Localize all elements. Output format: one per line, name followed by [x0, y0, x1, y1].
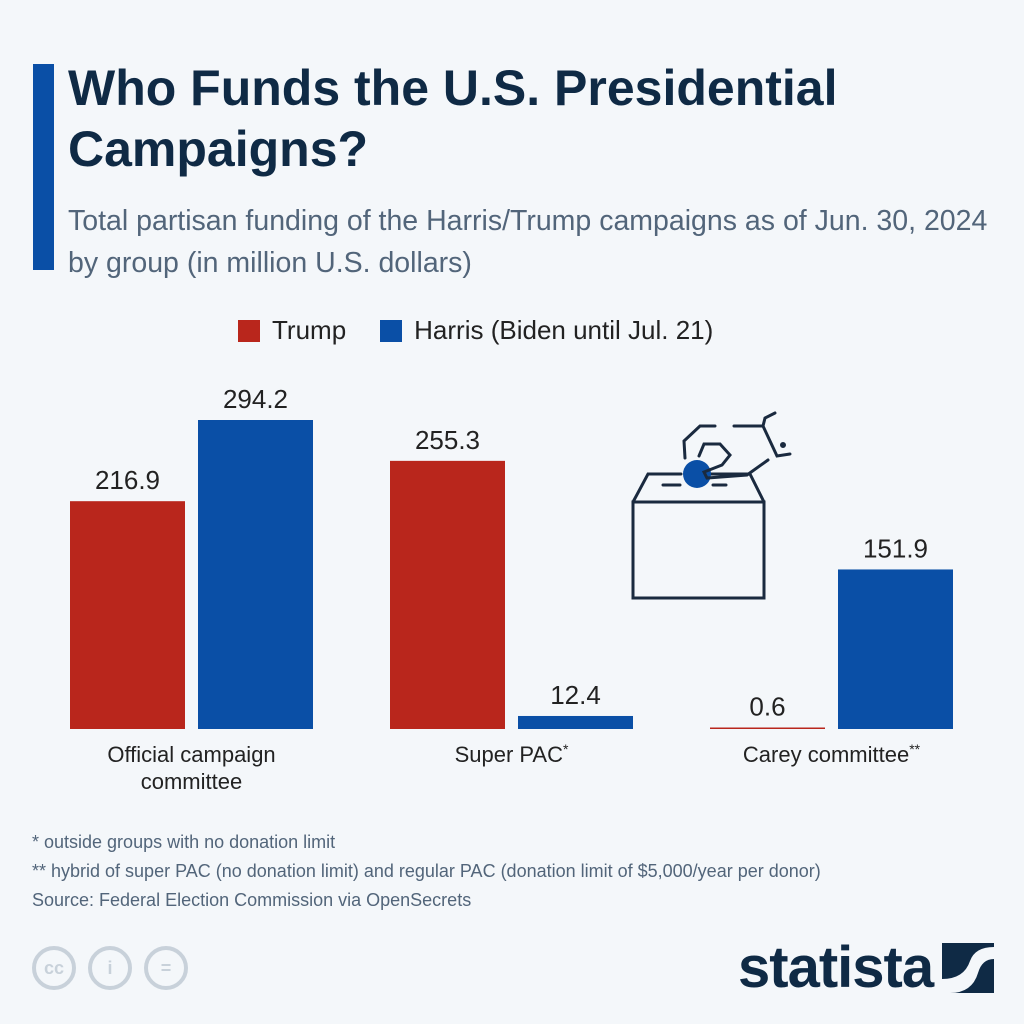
- bar: [838, 569, 953, 729]
- ballot-box-icon: [631, 411, 792, 600]
- legend-item-harris: Harris (Biden until Jul. 21): [380, 315, 713, 346]
- legend-label: Trump: [272, 315, 347, 345]
- bar: [710, 727, 825, 729]
- value-label: 151.9: [863, 533, 928, 563]
- value-label: 294.2: [223, 384, 288, 414]
- legend: Trump Harris (Biden until Jul. 21): [238, 315, 747, 346]
- value-label: 0.6: [749, 692, 785, 722]
- value-label: 216.9: [95, 465, 160, 495]
- attribution-icon[interactable]: i: [88, 946, 132, 990]
- page-title: Who Funds the U.S. Presidential Campaign…: [68, 60, 838, 177]
- category-label: Super PAC*: [455, 741, 569, 767]
- subtitle: Total partisan funding of the Harris/Tru…: [68, 205, 988, 279]
- category-label: Official campaign: [107, 742, 275, 767]
- bar: [518, 715, 633, 729]
- source: Source: Federal Election Commission via …: [32, 890, 472, 910]
- bar: [70, 501, 185, 729]
- bar: [198, 420, 313, 729]
- legend-label: Harris (Biden until Jul. 21): [414, 315, 714, 345]
- footnote: ** hybrid of super PAC (no donation limi…: [32, 861, 821, 881]
- legend-swatch: [380, 319, 403, 342]
- no-derivatives-icon[interactable]: =: [144, 946, 188, 990]
- accent-bar: [33, 64, 54, 270]
- footnote: * outside groups with no donation limit: [32, 832, 336, 852]
- value-label: 12.4: [550, 680, 601, 710]
- bar: [390, 460, 505, 729]
- legend-swatch: [238, 319, 260, 342]
- value-label: 255.3: [415, 425, 480, 455]
- statista-logo[interactable]: statista: [738, 935, 934, 1000]
- category-label: committee: [141, 769, 242, 794]
- category-label: Carey committee**: [743, 741, 921, 767]
- license-icons[interactable]: cc i =: [32, 946, 188, 990]
- footnotes: * outside groups with no donation limit …: [32, 828, 821, 915]
- legend-item-trump: Trump: [238, 315, 346, 346]
- statista-logo-mark: [942, 943, 994, 993]
- cc-icon[interactable]: cc: [32, 946, 76, 990]
